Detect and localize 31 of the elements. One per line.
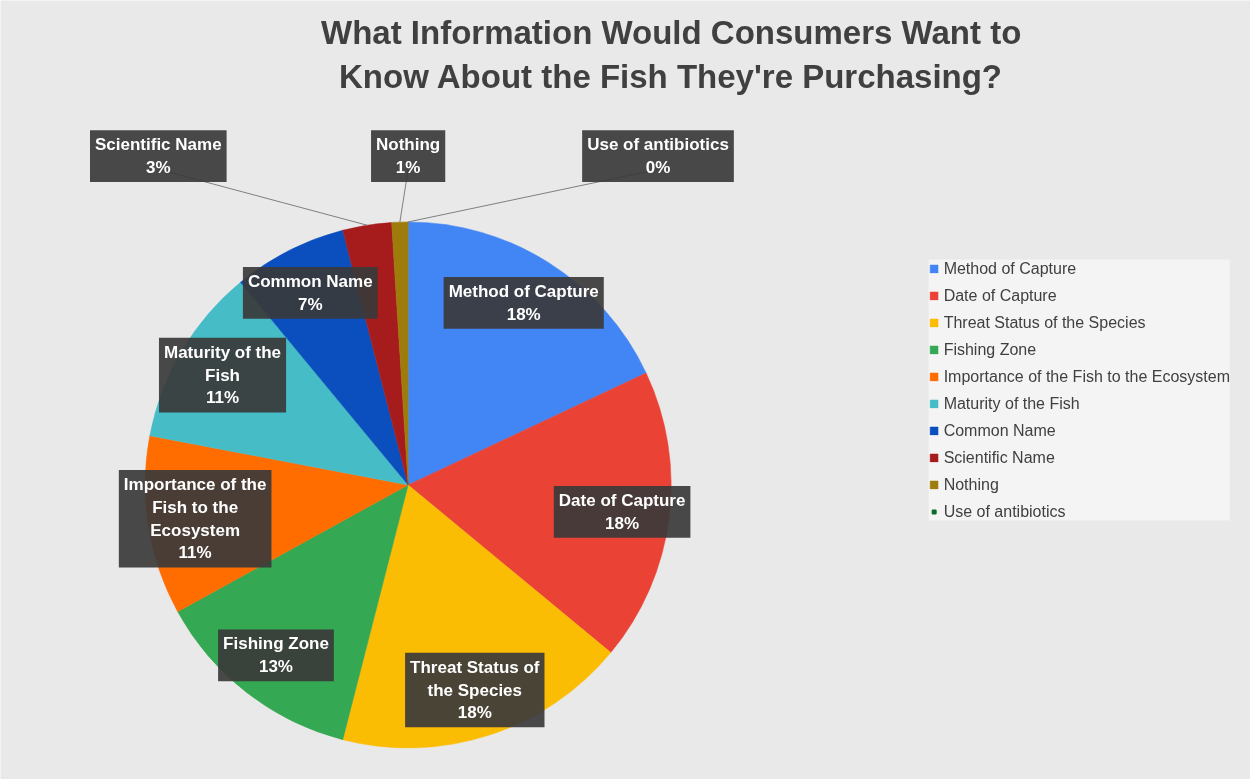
legend-label: Nothing [943,475,999,493]
legend-label: Date of Capture [943,286,1057,304]
data-label: 18% [457,703,492,723]
legend-label: Common Name [943,421,1056,439]
legend-label: Method of Capture [943,259,1077,277]
data-label: 18% [605,513,640,533]
data-label: 13% [258,657,293,677]
legend-label: Scientific Name [943,448,1055,466]
chart-title: What Information Would Consumers Want to Know About the Fish They're Purchasing? [321,13,1022,96]
legend-label: Use of antibiotics [943,502,1066,520]
data-label: 18% [506,304,541,324]
data-label: 3% [146,158,171,178]
data-label: 11% [178,543,212,563]
data-label: 7% [297,294,323,314]
legend-label: Maturity of the Fish [943,394,1080,412]
slice-label: Method of Capture [448,281,599,301]
slice-label: Scientific Name [95,135,222,155]
legend-label: Fishing Zone [943,340,1037,358]
slice-label: Importance of the Fish to the Ecosystem [123,474,267,540]
slice-label: Common Name [247,271,373,291]
slice-label: Nothing [376,135,441,155]
slice-label: Maturity of the Fish [163,342,282,385]
slice-label: Date of Capture [558,491,686,511]
slice-label: Fishing Zone [223,634,329,654]
category-label: Use of antibiotics [587,135,729,155]
text: 0% [645,158,671,178]
slice-label: Threat Status of the Species [410,657,540,700]
legend-label: Importance of the Fish to the Ecosystem [943,367,1230,385]
legend-label: Threat Status of the Species [943,313,1146,331]
data-label: 1% [395,158,421,178]
data-label: 11% [205,388,240,408]
